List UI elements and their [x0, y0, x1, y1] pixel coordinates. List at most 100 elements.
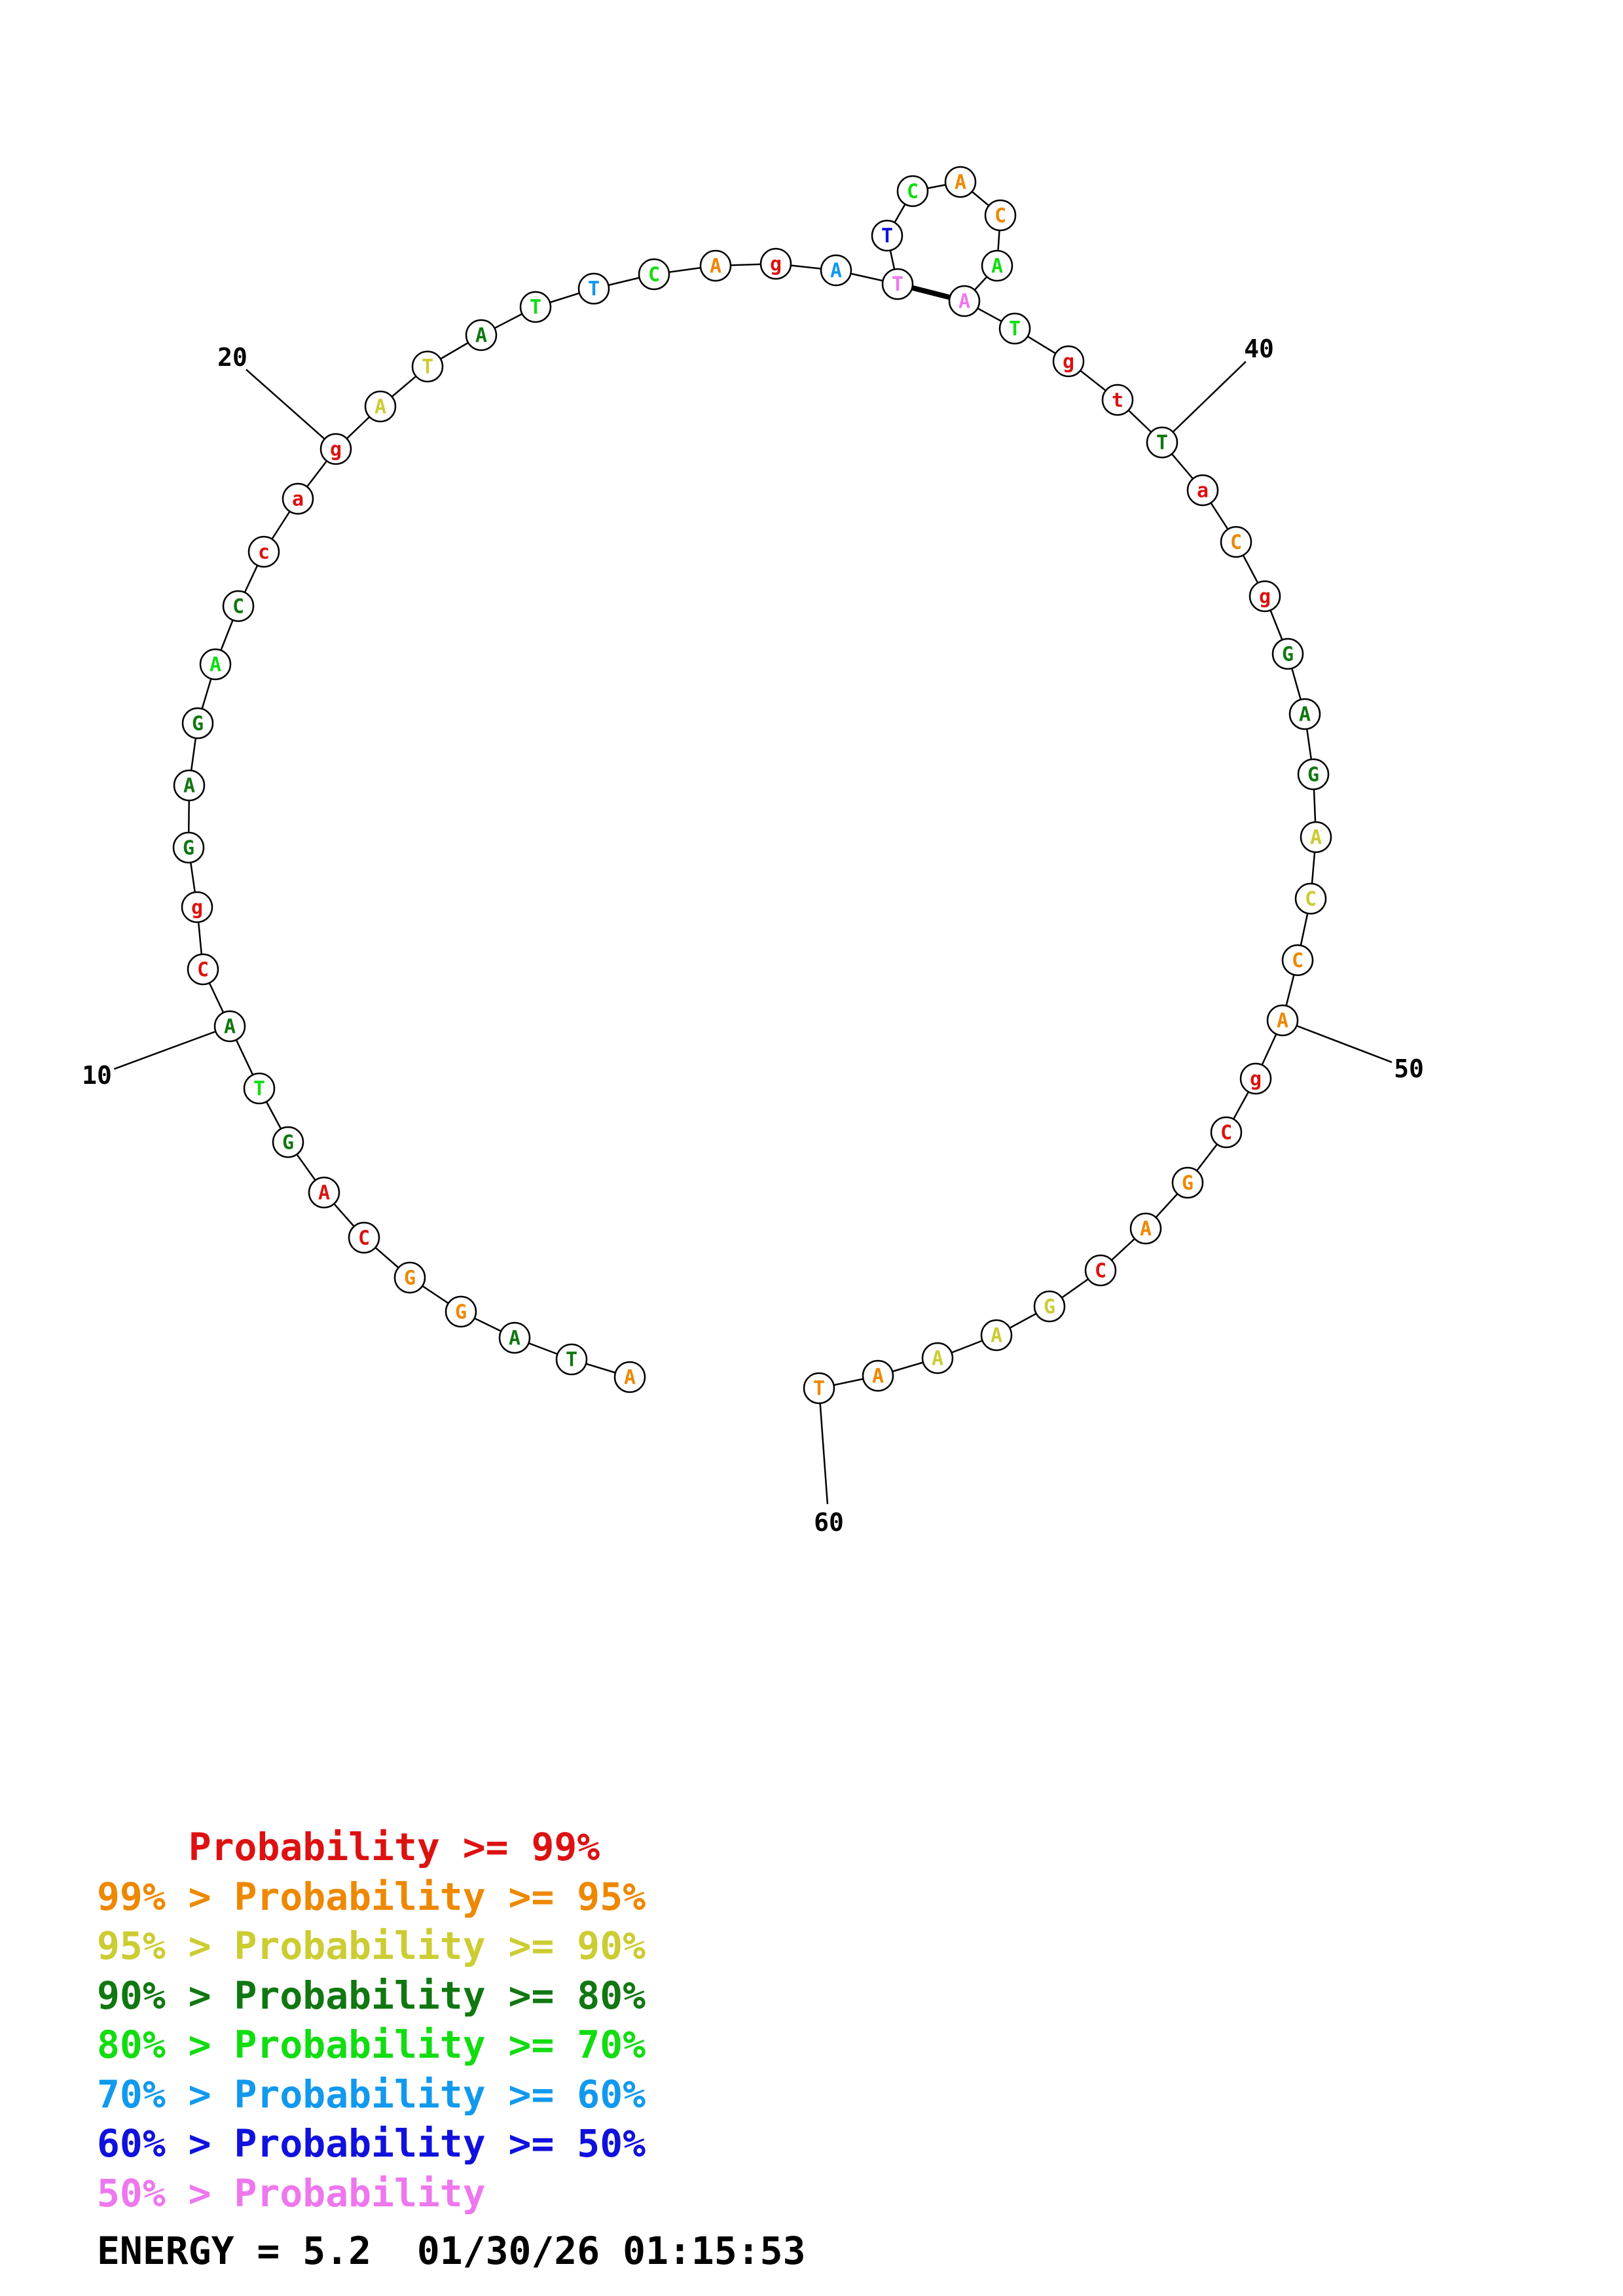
nucleotide-letter: A [1277, 1010, 1288, 1033]
legend-text: Probability >= 60% [234, 2072, 646, 2117]
nucleotide-circle [981, 249, 1013, 282]
nucleotide: T [555, 1343, 588, 1376]
nucleotide-circle [1171, 1166, 1204, 1199]
nucleotide-circle [181, 707, 214, 740]
position-number: 60 [814, 1508, 844, 1537]
nucleotide: C [1220, 526, 1252, 558]
nucleotide-circle [187, 953, 219, 986]
nucleotide: g [1239, 1062, 1272, 1095]
nucleotide-letter: a [292, 488, 304, 511]
legend-row: 70% > Probability >= 60% [97, 2070, 646, 2120]
nucleotide-letter: A [991, 255, 1003, 278]
position-numbering: 10 20 40 50 60 [82, 334, 1424, 1537]
nucleotide-circle [1052, 345, 1085, 378]
legend-prefix: 60% > [97, 2121, 234, 2166]
nucleotide: A [948, 285, 981, 317]
nucleotide-letter: A [318, 1182, 330, 1205]
nucleotide: G [172, 831, 205, 864]
nucleotide-letter: G [183, 837, 194, 860]
nucleotide: A [173, 769, 206, 802]
nucleotide-letter: A [932, 1348, 943, 1371]
nucleotide: c [247, 535, 280, 568]
nucleotide: A [980, 1319, 1013, 1352]
nucleotide: C [187, 953, 219, 986]
nucleotide-circle [1220, 526, 1252, 558]
nucleotide-letter: C [648, 264, 660, 287]
nucleotide-circle [364, 390, 397, 423]
nucleotide: G [1271, 637, 1304, 670]
energy-value: ENERGY = 5.2 [97, 2229, 372, 2273]
nucleotide: A [1129, 1212, 1162, 1245]
nucleotide-circle [411, 350, 444, 383]
nucleotide: C [1084, 1254, 1117, 1287]
nucleotide: T [881, 268, 914, 300]
nucleotide-circle [1249, 580, 1281, 613]
legend-text: Probability >= 99% [188, 1825, 600, 1869]
nucleotide: G [1171, 1166, 1204, 1199]
nucleotide: T [577, 272, 610, 305]
nucleotide-letter: C [994, 205, 1006, 228]
position-number: 40 [1244, 334, 1274, 363]
nucleotide-letter: A [872, 1365, 884, 1388]
nucleotide: A [308, 1176, 340, 1209]
nucleotide: C [348, 1221, 380, 1254]
nucleotide-circle [984, 199, 1017, 232]
nucleotide-letter: G [455, 1301, 467, 1324]
nucleotide-letter: T [530, 296, 541, 319]
legend-text: Probability >= 95% [234, 1874, 646, 1919]
nucleotide-circle [948, 285, 981, 317]
nucleotide-letter: A [509, 1327, 520, 1350]
nucleotide: g [181, 891, 213, 924]
probability-legend: Probability >= 99% 99% > Probability >= … [97, 1823, 646, 2218]
nucleotide-circle [1146, 426, 1178, 459]
numbering-tick [818, 1388, 829, 1505]
nucleotide-letter: A [958, 291, 970, 314]
nucleotide-circle [1300, 821, 1332, 853]
position-number: 10 [82, 1061, 112, 1090]
nucleotide: A [921, 1342, 954, 1374]
numbering-tick [246, 368, 337, 450]
legend-row: Probability >= 99% [97, 1823, 646, 1873]
nucleotide-letter: g [770, 253, 782, 276]
nucleotide: T [803, 1372, 835, 1405]
nucleotide: A [465, 319, 498, 351]
legend-prefix: 80% > [97, 2022, 234, 2067]
nucleotide-letter: G [282, 1132, 294, 1155]
nucleotide-letter: A [183, 775, 195, 798]
nucleotide-letter: C [1292, 950, 1304, 973]
legend-row: 95% > Probability >= 90% [97, 1922, 646, 1971]
nucleotide-letter: A [1310, 827, 1322, 850]
nucleotide-letter: C [907, 181, 919, 204]
nucleotide-circle [998, 312, 1031, 345]
nucleotide-letter: A [710, 255, 721, 278]
energy-footer: ENERGY = 5.2 01/30/26 01:15:53 [97, 2229, 806, 2273]
nucleotide-circle [243, 1072, 276, 1105]
nucleotide-circle [980, 1319, 1013, 1352]
nucleotide: T [1146, 426, 1178, 459]
nucleotide: T [871, 219, 903, 252]
nucleotide-circle [803, 1372, 835, 1405]
nucleotide-circle [172, 831, 205, 864]
nucleotide: a [1186, 474, 1219, 507]
nucleotide: C [896, 175, 929, 207]
nucleotide-circle [896, 175, 929, 207]
nucleotide-circle [393, 1261, 426, 1294]
nucleotide: A [199, 648, 232, 681]
legend-text: Probability >= 70% [234, 2022, 646, 2067]
nucleotide-letter: T [588, 278, 600, 301]
nucleotide-circle [555, 1343, 588, 1376]
legend-prefix: 50% > [97, 2170, 234, 2215]
nucleotide-circle [222, 590, 255, 622]
nucleotide-circle [881, 268, 914, 300]
nucleotide-circle [1210, 1116, 1243, 1149]
nucleotide-letter: T [881, 225, 893, 248]
legend-row: 60% > Probability >= 50% [97, 2119, 646, 2169]
nucleotide-letter: C [1305, 888, 1317, 911]
nucleotide-letter: A [475, 325, 487, 348]
nucleotide-letter: G [1044, 1296, 1055, 1319]
legend-row: 90% > Probability >= 80% [97, 1971, 646, 2021]
nucleotide-letter: A [210, 654, 221, 677]
timestamp: 01/30/26 01:15:53 [416, 2229, 806, 2273]
nucleotide-letter: G [1307, 764, 1319, 787]
